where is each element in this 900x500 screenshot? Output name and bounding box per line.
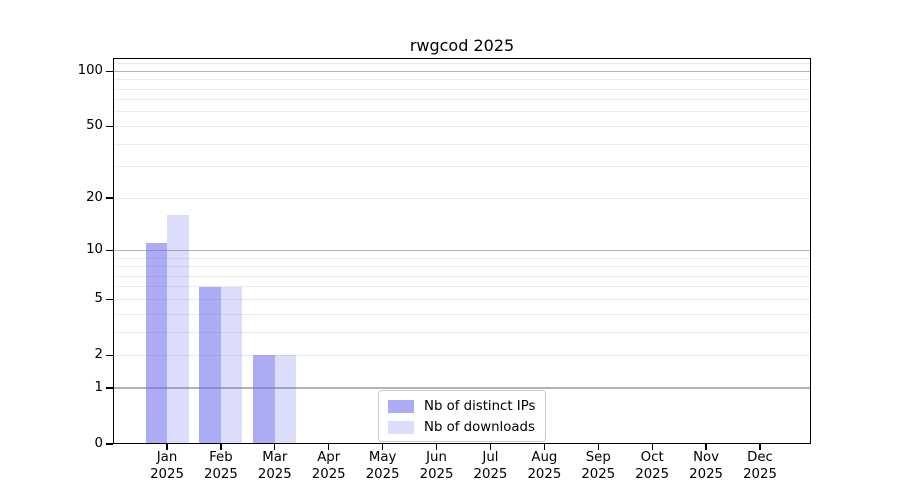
y-axis-label: 2 [94, 347, 103, 363]
x-axis-tick [651, 444, 653, 450]
y-axis-tick [106, 70, 113, 72]
x-axis-tick [597, 444, 599, 450]
y-axis-tick [106, 387, 113, 389]
gridline-major [113, 249, 811, 251]
y-axis-label: 0 [94, 436, 103, 451]
gridline-minor [113, 257, 811, 259]
legend-swatch [388, 399, 414, 413]
x-axis-tick [220, 444, 222, 450]
bar-ips-mar [253, 355, 275, 444]
bar-downloads-feb [220, 286, 243, 444]
y-axis-label: 1 [94, 380, 103, 396]
gridline-major [113, 387, 811, 389]
x-axis-label: Jun 2025 [419, 450, 454, 482]
legend-item: Nb of distinct IPs [388, 397, 536, 415]
gridline-minor [113, 125, 811, 127]
gridline-minor [113, 266, 811, 268]
x-axis-label: Apr 2025 [311, 450, 346, 482]
x-axis-tick [328, 444, 330, 450]
plot-area [113, 58, 811, 444]
legend-swatch [388, 420, 414, 434]
bar-ips-jan [145, 243, 167, 444]
y-axis-tick [106, 298, 113, 300]
x-axis-label: Jan 2025 [150, 450, 184, 482]
x-axis-label: Aug 2025 [527, 450, 562, 482]
legend-label: Nb of downloads [424, 419, 535, 435]
gridline-minor [113, 331, 811, 333]
y-axis-tick [106, 354, 113, 356]
gridline-minor [113, 286, 811, 288]
bar-downloads-jan [167, 215, 189, 444]
x-axis-label: Nov 2025 [689, 450, 723, 482]
gridline-minor [113, 99, 811, 101]
y-axis-label: 20 [86, 190, 103, 206]
x-axis-tick [381, 444, 384, 450]
legend-label: Nb of distinct IPs [424, 398, 536, 414]
gridline-minor [113, 354, 811, 356]
legend-item: Nb of downloads [388, 418, 536, 436]
gridline-minor [113, 143, 811, 145]
x-axis-tick [705, 444, 707, 450]
chart-title: rwgcod 2025 [409, 36, 515, 55]
bar-downloads-mar [274, 355, 297, 444]
x-axis-tick [543, 444, 545, 450]
x-axis-label: Jul 2025 [473, 450, 508, 482]
x-axis-label: Oct 2025 [635, 450, 670, 482]
x-axis-tick [435, 444, 438, 450]
x-axis-label: May 2025 [365, 450, 400, 482]
y-axis-tick [106, 249, 113, 251]
y-axis-tick [106, 125, 113, 128]
gridline-minor [113, 63, 811, 65]
legend: Nb of distinct IPs Nb of downloads [378, 390, 546, 442]
x-axis-tick [489, 444, 492, 450]
y-axis-label: 50 [86, 118, 103, 134]
y-axis-label: 100 [77, 63, 103, 79]
y-axis-tick [106, 443, 113, 445]
x-axis-label: Mar 2025 [257, 450, 292, 482]
gridline-minor [113, 298, 811, 300]
gridline-minor [113, 111, 811, 113]
gridline-minor [113, 166, 811, 168]
x-axis-label: Feb 2025 [203, 450, 238, 482]
x-axis-tick [759, 444, 761, 450]
x-axis-tick [166, 444, 168, 450]
gridline-minor [113, 313, 811, 315]
gridline-minor [113, 275, 811, 277]
x-axis-label: Sep 2025 [581, 450, 616, 482]
gridline-major [113, 70, 811, 72]
bar-ips-feb [199, 286, 221, 444]
x-axis-label: Dec 2025 [743, 450, 777, 482]
x-axis-tick [274, 444, 276, 450]
y-axis-tick [106, 197, 113, 199]
y-axis-label: 5 [94, 291, 103, 307]
gridline-minor [113, 197, 811, 199]
y-axis-label: 10 [86, 242, 103, 258]
gridline-minor [113, 88, 811, 90]
gridline-minor [113, 79, 811, 81]
